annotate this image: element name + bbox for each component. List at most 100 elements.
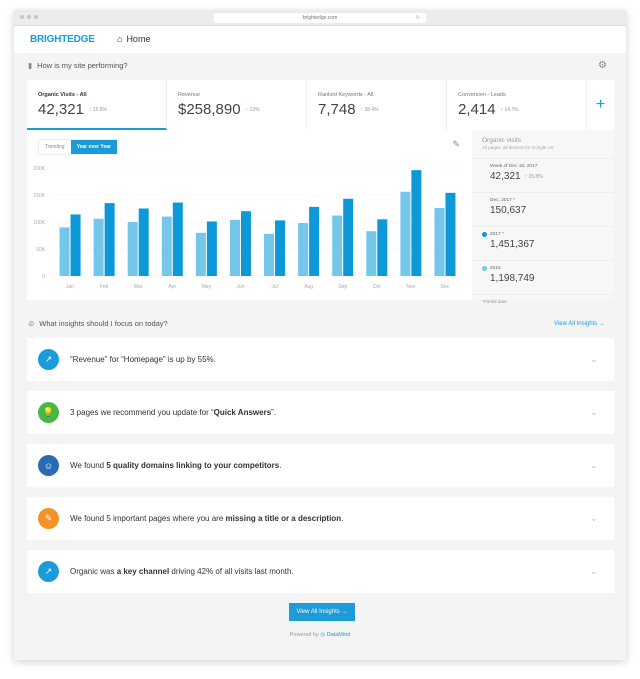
bar-chart: 0 50K 100K 150K 200K Jan Feb Mar Apr May Jun Jul Aug…	[33, 166, 462, 290]
bar-2017-sep	[343, 198, 354, 276]
insight-card[interactable]: 💡 3 pages we recommend you update for “Qu…	[27, 391, 614, 434]
bar-2017-may	[206, 221, 217, 276]
summary-value: 1,451,367	[490, 239, 535, 250]
summary-label: Week of Dec 18, 2017	[490, 164, 538, 169]
insight-card[interactable]: ↗ “Revenue” for “Homepage” is up by 55%. ⌄	[27, 338, 614, 381]
x-tick-label: May	[202, 284, 212, 290]
legend-dot-2017	[482, 232, 487, 237]
metric-ranked-keywords[interactable]: Ranked Keywords - All 7,748 ↑ 38.4%	[307, 80, 447, 130]
metrics-row: Organic Visits - All 42,321 ↑ 15.8% Revenu…	[27, 80, 614, 130]
metric-value: 7,748	[318, 101, 356, 118]
bar-chart-icon: ▮	[28, 61, 33, 70]
users-icon: ☺	[38, 455, 59, 476]
datamind-link[interactable]: DataMind	[326, 632, 351, 638]
bar-2016-oct	[366, 231, 377, 276]
metric-organic-visits[interactable]: Organic Visits - All 42,321 ↑ 15.8%	[27, 80, 167, 130]
view-all-insights-link[interactable]: View All Insights →	[554, 321, 605, 327]
insight-text-segment: driving 42% of all visits last month.	[169, 567, 294, 576]
summary-title: Organic visits	[482, 137, 522, 144]
summary-label: Dec, 2017 *	[490, 198, 516, 203]
insight-card[interactable]: ↗ Organic was a key channel driving 42% o…	[27, 550, 614, 593]
x-tick-label: Jul	[271, 284, 277, 290]
nav-home[interactable]: ⌂ Home	[117, 34, 150, 44]
x-tick-label: Jun	[236, 284, 244, 290]
metric-revenue[interactable]: Revenue $258,890 ↑ 13%	[167, 80, 307, 130]
x-tick-label: Apr	[168, 284, 176, 290]
metric-value: $258,890	[178, 101, 241, 118]
x-tick-label: Feb	[100, 284, 109, 290]
bar-2016-mar	[127, 222, 138, 276]
x-tick-label: Dec	[441, 284, 450, 290]
bar-2017-aug	[309, 206, 320, 276]
metric-change: ↑ 15.8%	[88, 106, 107, 113]
home-label: Home	[126, 34, 151, 44]
bar-2017-jan	[70, 214, 81, 276]
add-metric-button[interactable]: +	[595, 96, 606, 113]
x-tick-label: Sep	[338, 284, 347, 290]
chevron-down-icon[interactable]: ⌄	[590, 566, 598, 576]
metric-change: ↑ 38.4%	[360, 106, 379, 113]
summary-2017: 2017 * 1,451,367	[472, 226, 614, 260]
tab-trending[interactable]: Trending	[45, 144, 65, 150]
tab-year-over-year[interactable]: Year over Year	[70, 140, 117, 154]
metric-value: 42,321	[38, 101, 84, 118]
address-bar[interactable]: brightedge.com ↻	[214, 13, 426, 23]
insight-text: “Revenue” for “Homepage” is up by 55%.	[70, 355, 590, 364]
app-header: BRIGHTEDGE ⌂ Home	[14, 26, 626, 53]
x-tick-label: Jan	[66, 284, 74, 290]
bar-2016-sep	[332, 215, 343, 276]
insight-text-segment: We found	[70, 461, 107, 470]
bar-2017-mar	[138, 208, 149, 276]
insight-text-segment: 5 quality domains linking to your compet…	[106, 461, 280, 470]
reload-icon[interactable]: ↻	[415, 15, 420, 21]
partial-data-note: *Partial data	[472, 294, 614, 308]
logo[interactable]: BRIGHTEDGE	[30, 34, 95, 45]
summary-change: ↑ 15.8%	[524, 173, 543, 180]
summary-week: Week of Dec 18, 2017 42,321 ↑ 15.8%	[472, 158, 614, 192]
insight-text-segment: .	[279, 461, 282, 470]
bar-2017-dec	[445, 192, 456, 276]
insight-text-segment: a key channel	[116, 567, 170, 576]
metric-conversion-leads[interactable]: Conversion - Leads 2,414 ↑ 14.7%	[447, 80, 587, 130]
insight-text: We found 5 quality domains linking to yo…	[70, 461, 590, 470]
insight-card[interactable]: ☺ We found 5 quality domains linking to y…	[27, 444, 614, 487]
url-text: brightedge.com	[302, 15, 338, 21]
metric-label: Organic Visits - All	[38, 92, 87, 98]
metric-label: Conversion - Leads	[458, 92, 506, 98]
edit-pencil-icon[interactable]: ✎	[452, 139, 460, 149]
view-all-insights-button[interactable]: View All Insights →	[289, 603, 355, 621]
chevron-down-icon[interactable]: ⌄	[590, 354, 598, 364]
metric-label: Revenue	[178, 92, 201, 98]
chevron-down-icon[interactable]: ⌄	[590, 460, 598, 470]
y-tick-label: 0	[42, 274, 45, 280]
legend-dot-2016	[482, 266, 487, 271]
bar-2017-feb	[104, 203, 115, 276]
x-tick-label: Mar	[134, 284, 143, 290]
bar-2017-apr	[172, 202, 183, 276]
view-toggle: Trending Year over Year	[38, 139, 118, 155]
compass-icon: ⊘	[28, 319, 35, 328]
insight-text-segment: 3 pages we recommend you update for “	[70, 408, 214, 417]
bar-2016-feb	[93, 218, 104, 276]
bar-2017-nov	[411, 170, 422, 276]
y-tick-label: 200K	[33, 166, 45, 172]
bar-2016-aug	[298, 223, 309, 276]
insight-card[interactable]: ✎ We found 5 important pages where you ar…	[27, 497, 614, 540]
chart-panel: Trending Year over Year ✎ 0 50K 100K 150K 200…	[27, 130, 472, 300]
home-icon: ⌂	[117, 34, 123, 44]
trend-up-icon: ↗	[38, 349, 59, 370]
settings-gear-icon[interactable]: ⚙	[598, 60, 607, 71]
insight-text-segment: We found 5 important pages where you are	[70, 514, 226, 523]
trend-up-icon: ↗	[38, 561, 59, 582]
x-tick-label: Aug	[304, 284, 313, 290]
datamind-icon: ◎	[320, 632, 326, 638]
window-controls[interactable]	[20, 15, 38, 19]
summary-label: 2017 *	[490, 232, 504, 237]
title-bar: brightedge.com ↻	[14, 10, 626, 26]
bar-2016-jan	[59, 227, 70, 276]
chevron-down-icon[interactable]: ⌄	[590, 513, 598, 523]
chevron-down-icon[interactable]: ⌄	[590, 407, 598, 417]
insight-text: 3 pages we recommend you update for “Qui…	[70, 408, 590, 417]
x-tick-label: Oct	[373, 284, 381, 290]
bar-2017-jul	[275, 220, 286, 276]
